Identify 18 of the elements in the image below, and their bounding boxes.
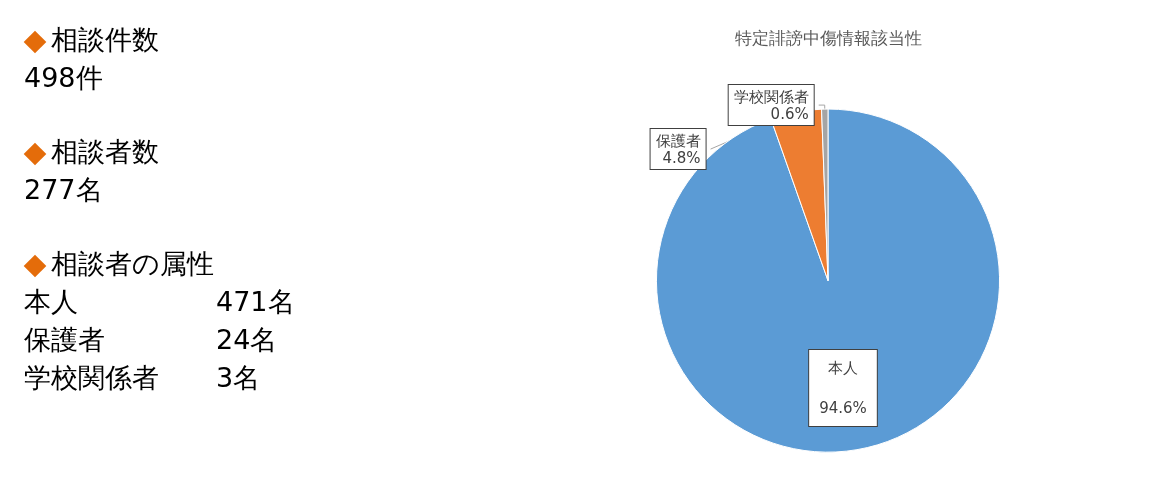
slice-label: 保護者 [655, 131, 701, 150]
data-label: 4.8% [662, 148, 701, 167]
text: 471名 [216, 285, 295, 319]
text: 本人 [24, 285, 78, 319]
data-label: 0.6% [770, 104, 809, 123]
text: 3名 [216, 361, 261, 395]
text: 相談件数 [51, 24, 159, 55]
data-label: 94.6% [819, 399, 867, 418]
text: 相談者の属性 [51, 248, 214, 279]
text: 277名 [24, 173, 103, 207]
slice-label: 学校関係者 [733, 87, 809, 106]
slice-label: 本人 [827, 359, 858, 378]
chart-title: 特定誹謗中傷情報該当性 [734, 27, 922, 48]
text: 498件 [24, 61, 103, 95]
text: 相談者数 [51, 136, 159, 167]
text: 保護者 [24, 323, 105, 357]
text: 24名 [216, 323, 278, 357]
text: 学校関係者 [24, 361, 159, 395]
